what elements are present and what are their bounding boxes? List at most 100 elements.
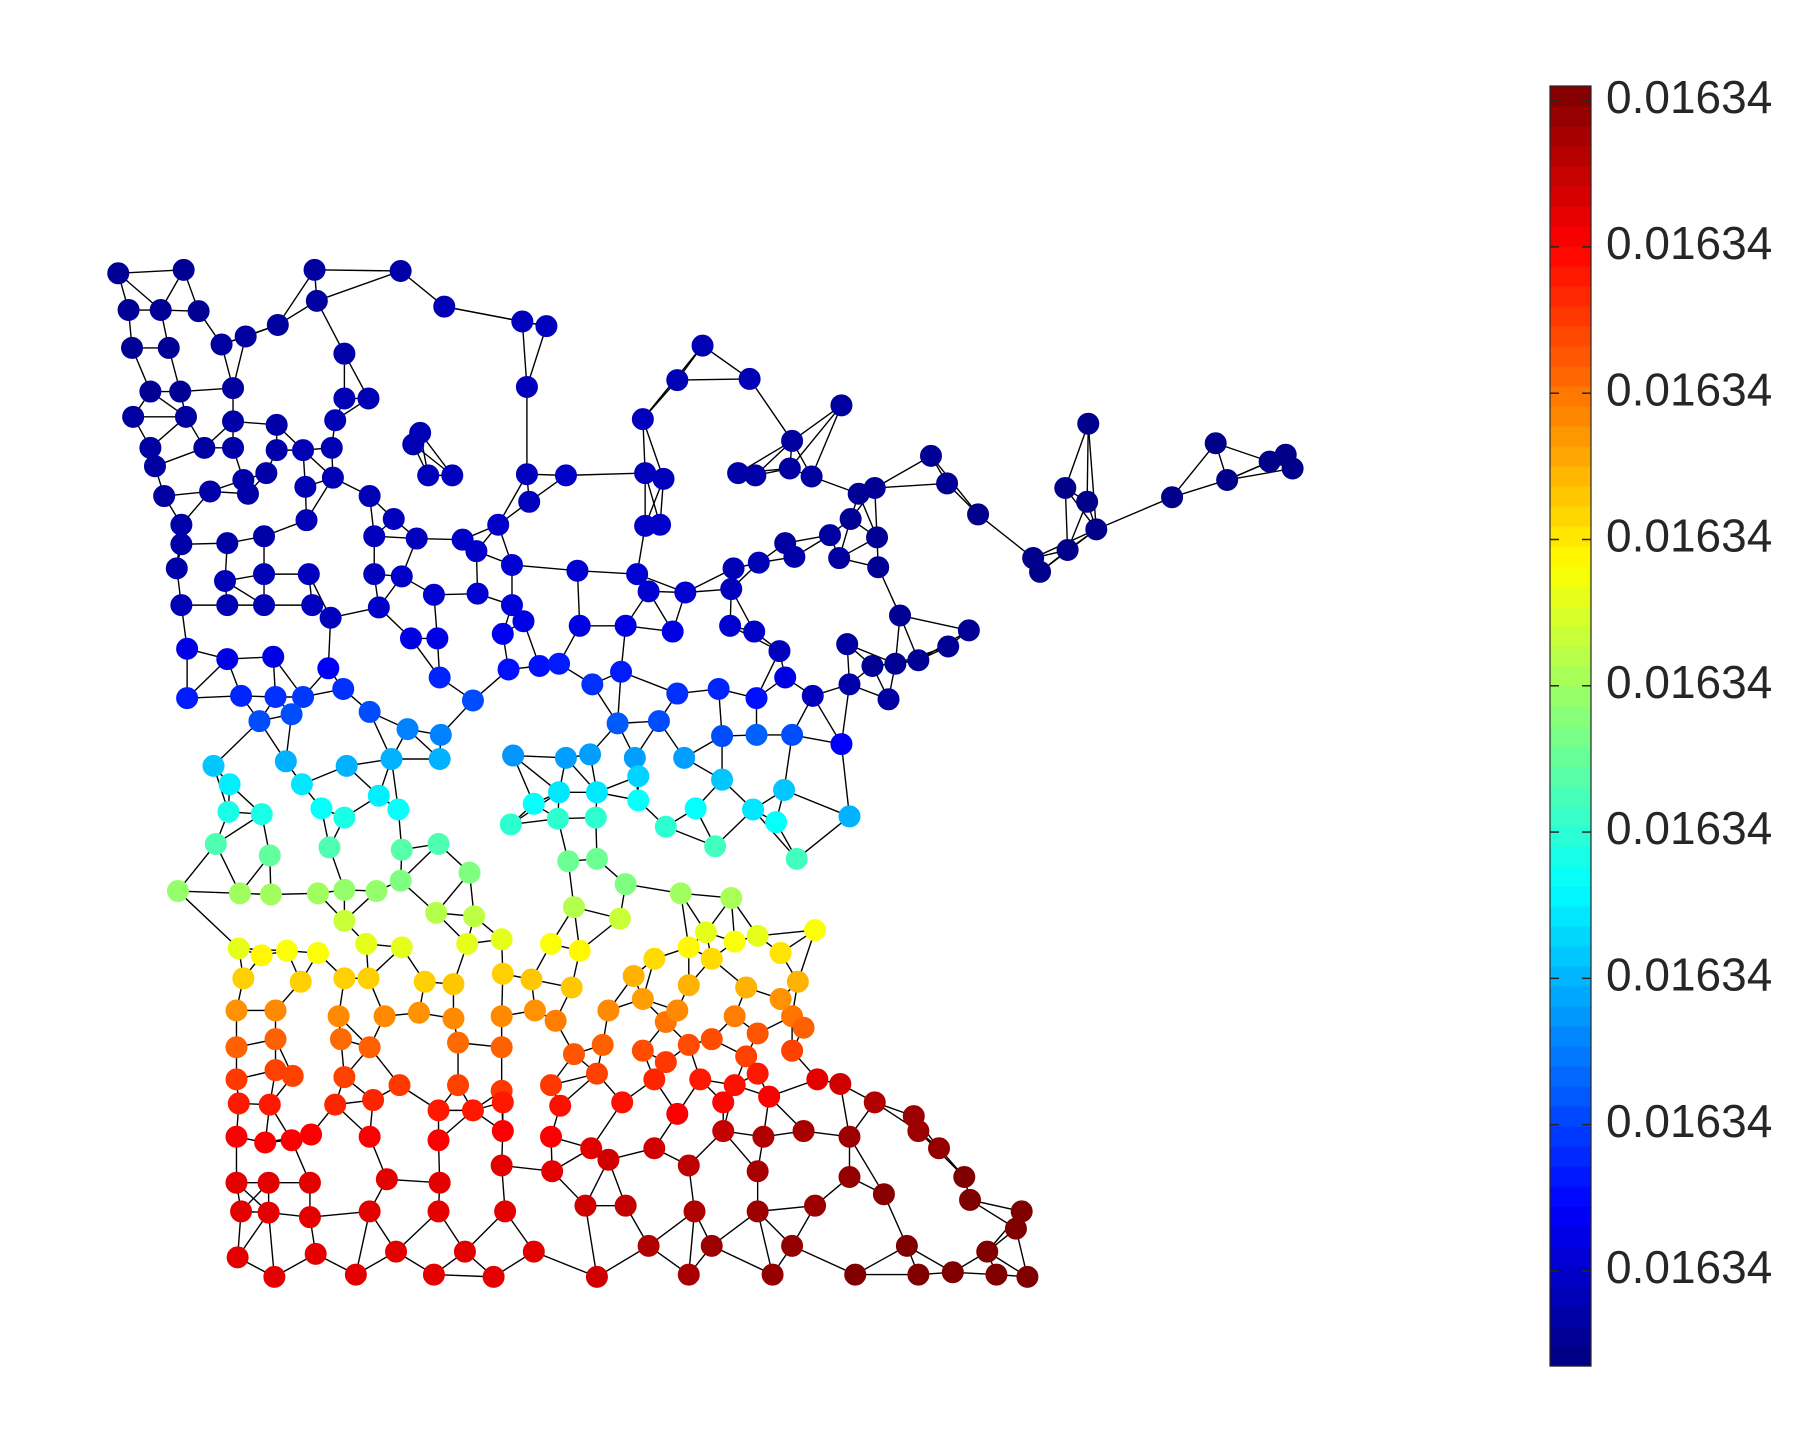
- node: [746, 1062, 769, 1085]
- node: [712, 1120, 735, 1143]
- node: [413, 970, 436, 993]
- node: [427, 1099, 450, 1122]
- node: [427, 1129, 450, 1152]
- node: [866, 526, 889, 549]
- node: [562, 896, 585, 919]
- colorbar-band: [1550, 306, 1591, 327]
- edge: [565, 472, 646, 477]
- node: [652, 467, 675, 490]
- node: [804, 919, 827, 942]
- colorbar-band: [1550, 966, 1591, 987]
- node: [584, 806, 607, 829]
- node: [499, 813, 522, 836]
- node: [769, 942, 792, 965]
- node: [248, 710, 271, 733]
- node: [264, 685, 287, 708]
- node: [585, 781, 608, 804]
- node: [390, 936, 413, 959]
- node: [157, 336, 180, 359]
- node: [1216, 468, 1239, 491]
- node: [654, 815, 677, 838]
- node: [677, 974, 700, 997]
- node: [232, 967, 255, 990]
- colorbar-band: [1550, 926, 1591, 947]
- node: [329, 1028, 352, 1051]
- node: [768, 640, 791, 663]
- node: [847, 482, 870, 505]
- node: [502, 744, 525, 767]
- node: [1077, 412, 1100, 435]
- colorbar-band: [1550, 886, 1591, 907]
- node: [257, 1171, 280, 1194]
- node: [649, 513, 672, 536]
- node: [829, 1072, 852, 1095]
- node: [396, 718, 419, 741]
- node: [528, 654, 551, 677]
- edge: [899, 614, 970, 632]
- node: [487, 513, 510, 536]
- node: [985, 1263, 1008, 1286]
- node: [447, 1031, 470, 1054]
- node: [387, 798, 410, 821]
- node: [491, 1120, 514, 1143]
- node: [257, 1201, 280, 1224]
- node: [711, 725, 734, 748]
- node: [830, 733, 853, 756]
- node: [236, 482, 259, 505]
- colorbar-band: [1550, 1206, 1591, 1227]
- node: [804, 1194, 827, 1217]
- node: [627, 765, 650, 788]
- node: [953, 1165, 976, 1188]
- node: [458, 861, 481, 884]
- colorbar-band: [1550, 1106, 1591, 1127]
- colorbar-band: [1550, 506, 1591, 527]
- node: [225, 1068, 248, 1091]
- node: [317, 657, 340, 680]
- node: [199, 480, 222, 503]
- node: [253, 594, 276, 617]
- colorbar-band: [1550, 1126, 1591, 1147]
- node: [1161, 486, 1184, 509]
- node: [700, 1028, 723, 1051]
- colorbar-band: [1550, 1286, 1591, 1307]
- node: [700, 1234, 723, 1257]
- node: [427, 1200, 450, 1223]
- node: [292, 439, 315, 462]
- colorbar-band: [1550, 566, 1591, 587]
- node: [382, 508, 405, 531]
- edge: [584, 1205, 598, 1277]
- node: [214, 570, 236, 593]
- colorbar-band: [1550, 466, 1591, 487]
- node: [306, 942, 329, 965]
- node: [830, 394, 853, 417]
- node: [218, 773, 241, 796]
- node: [704, 835, 727, 858]
- node: [417, 464, 440, 487]
- node: [441, 464, 464, 487]
- node: [389, 869, 412, 892]
- node: [216, 648, 239, 671]
- node: [166, 880, 189, 903]
- node: [535, 315, 558, 338]
- node: [250, 803, 273, 826]
- node: [554, 464, 577, 487]
- node: [1029, 560, 1052, 583]
- node: [289, 970, 312, 993]
- node: [647, 710, 670, 733]
- node: [333, 1066, 356, 1089]
- node: [255, 462, 278, 485]
- node: [666, 682, 689, 705]
- node: [941, 1261, 964, 1284]
- node: [608, 907, 631, 930]
- node: [673, 746, 696, 769]
- node: [295, 509, 318, 532]
- node: [402, 433, 425, 456]
- edge: [789, 404, 842, 469]
- node: [170, 513, 193, 536]
- node: [677, 1263, 700, 1286]
- node: [580, 1137, 603, 1160]
- node: [365, 880, 388, 903]
- node: [800, 465, 823, 488]
- node: [720, 886, 743, 909]
